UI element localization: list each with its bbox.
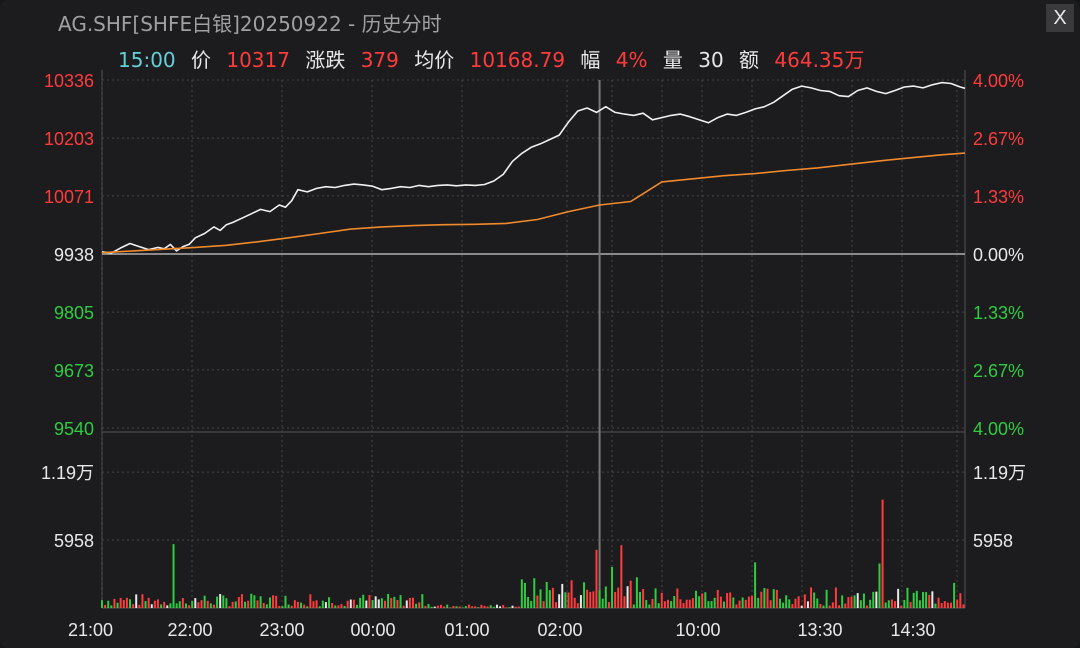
volume-tick-label: 5958 — [54, 531, 94, 551]
avg-price-value: 10168.79 — [469, 48, 566, 72]
close-button[interactable]: X — [1046, 4, 1074, 32]
average-price-line — [101, 152, 966, 254]
change-value: 379 — [360, 48, 399, 72]
x-tick-label: 21:00 — [68, 620, 113, 640]
pct-tick-label: 1.33% — [973, 303, 1024, 323]
volume-tick-label: 1.19万 — [41, 463, 94, 483]
volume-label: 量 — [662, 48, 683, 72]
x-tick-label: 02:00 — [537, 620, 582, 640]
x-tick-label: 22:00 — [167, 620, 212, 640]
pct-tick-label: 1.33% — [973, 187, 1024, 207]
price-label: 价 — [191, 48, 211, 72]
y-tick-label: 9805 — [54, 303, 94, 323]
pct-tick-label: 2.67% — [973, 361, 1024, 381]
window-title: AG.SHF[SHFE白银]20250922 - 历史分时 — [58, 12, 442, 36]
price-value: 10317 — [226, 48, 290, 72]
time-value: 15:00 — [118, 48, 176, 72]
pct-tick-label: 4.00% — [973, 71, 1024, 91]
y-tick-label: 9540 — [54, 419, 94, 439]
y-tick-label: 10203 — [44, 129, 94, 149]
x-tick-label: 01:00 — [444, 620, 489, 640]
y-tick-label: 10071 — [44, 187, 94, 207]
y-tick-label: 9938 — [54, 245, 94, 265]
volume-tick-label-right: 5958 — [973, 531, 1013, 551]
pct-tick-label: 2.67% — [973, 129, 1024, 149]
y-tick-label: 10336 — [44, 71, 94, 91]
volume-tick-label-right: 1.19万 — [973, 463, 1026, 483]
change-label: 涨跌 — [305, 48, 346, 72]
x-tick-label: 13:30 — [797, 620, 842, 640]
x-tick-label: 14:30 — [890, 620, 935, 640]
amount-label: 额 — [739, 48, 760, 72]
avg-price-label: 均价 — [414, 48, 455, 72]
quote-info-bar: 15:00 价 10317 涨跌 379 均价 10168.79 幅 4% 量 … — [118, 44, 873, 73]
price-line — [101, 81, 966, 254]
pct-value: 4% — [615, 48, 648, 72]
volume-value: 30 — [698, 48, 724, 72]
pct-tick-label: 0.00% — [973, 245, 1024, 265]
x-tick-label: 00:00 — [350, 620, 395, 640]
y-tick-label: 9673 — [54, 361, 94, 381]
x-tick-label: 23:00 — [259, 620, 304, 640]
pct-tick-label: 4.00% — [973, 419, 1024, 439]
amount-value: 464.35万 — [774, 48, 865, 72]
x-tick-label: 10:00 — [675, 620, 720, 640]
pct-label: 幅 — [580, 48, 601, 72]
title-bar: AG.SHF[SHFE白银]20250922 - 历史分时 X — [0, 0, 1080, 40]
